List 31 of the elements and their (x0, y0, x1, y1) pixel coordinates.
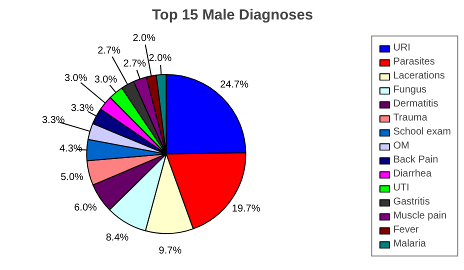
data-label: 6.0% (74, 202, 98, 214)
legend-label: Parasites (393, 56, 435, 68)
data-label: 3.0% (94, 74, 118, 86)
legend-label: Fever (393, 224, 419, 236)
data-label: 2.0% (148, 53, 172, 64)
data-label: 4.3% (59, 144, 82, 155)
legend-label: Diarrhea (393, 168, 432, 180)
data-label: 8.4% (106, 232, 129, 244)
legend-label: Back Pain (393, 154, 438, 166)
data-label: 19.7% (232, 204, 260, 215)
legend-label: Malaria (393, 238, 426, 250)
legend-label: Muscle pain (393, 210, 447, 222)
data-label: 2.7% (123, 58, 146, 70)
data-label: 9.7% (158, 245, 182, 256)
data-label: 5.0% (60, 172, 84, 183)
legend-label: UTI (393, 182, 410, 194)
data-label: 3.3% (42, 114, 65, 126)
legend-label: Lacerations (393, 70, 445, 82)
legend-label: Gastritis (393, 196, 430, 208)
data-label: 3.0% (64, 73, 88, 84)
legend-label: OM (393, 140, 410, 152)
data-label: 24.7% (220, 79, 249, 90)
legend-label: Dermatitis (393, 98, 438, 110)
legend-label: Fungus (393, 84, 427, 96)
legend-label: URI (393, 42, 412, 54)
legend-label: Trauma (393, 112, 428, 124)
data-label: 2.0% (132, 32, 156, 44)
legend-label: School exam (393, 126, 451, 138)
data-label: 2.7% (98, 46, 121, 57)
data-label: 3.3% (70, 102, 94, 114)
chart-title: Top 15 Male Diagnoses (152, 8, 314, 24)
